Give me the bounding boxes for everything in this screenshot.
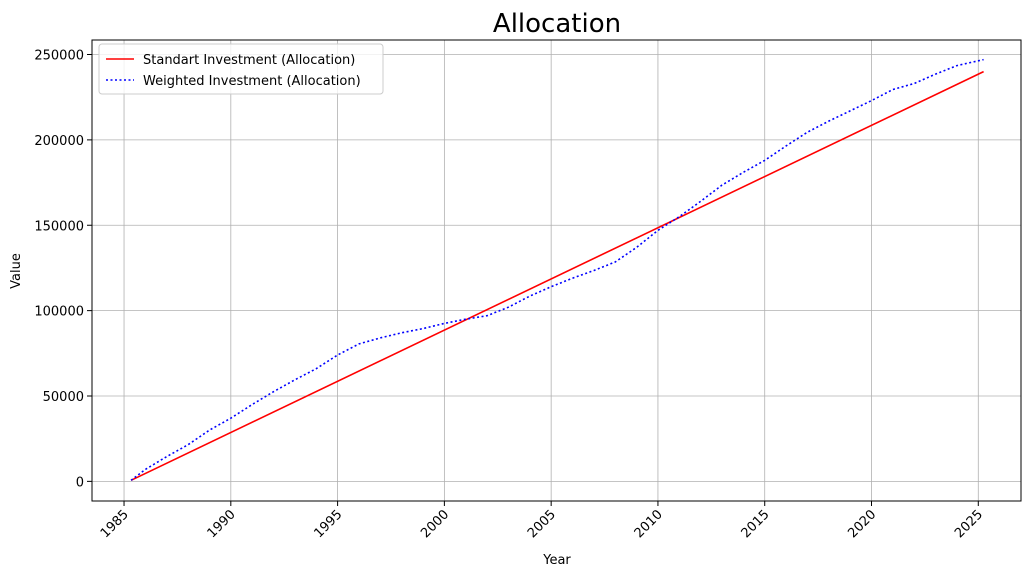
x-tick-label: 2000 <box>418 507 452 541</box>
y-tick-label: 50000 <box>43 390 84 405</box>
x-tick-label: 2015 <box>739 507 773 541</box>
x-tick-label: 1985 <box>98 507 132 541</box>
plot-area <box>130 58 984 482</box>
plot-frame <box>91 39 1022 502</box>
x-axis: 1985 1990 1995 2000 2005 2010 2015 2020 2025 <box>98 501 986 541</box>
chart-title: Allocation <box>493 9 621 39</box>
legend-box <box>98 43 384 95</box>
legend-label-weighted: Weighted Investment (Allocation) <box>143 74 361 89</box>
y-axis: 0 50000 100000 150000 200000 250000 <box>34 49 92 490</box>
x-tick-label: 2005 <box>525 507 559 541</box>
series-line-standart <box>130 70 984 482</box>
x-tick-label: 1990 <box>205 507 239 541</box>
legend-label-standart: Standart Investment (Allocation) <box>143 53 355 68</box>
grid-lines <box>92 40 1021 501</box>
y-tick-label: 200000 <box>34 134 84 149</box>
y-tick-label: 250000 <box>34 49 84 64</box>
legend: Standart Investment (Allocation) Weighte… <box>98 43 384 95</box>
x-tick-label: 2025 <box>952 507 986 541</box>
x-tick-label: 2020 <box>845 507 879 541</box>
y-tick-label: 100000 <box>34 305 84 320</box>
x-tick-label: 1995 <box>311 507 345 541</box>
x-tick-label: 2010 <box>632 507 666 541</box>
x-axis-label: Year <box>542 553 571 568</box>
y-tick-label: 150000 <box>34 219 84 234</box>
series-line-weighted <box>130 58 984 481</box>
y-axis-label: Value <box>9 253 24 289</box>
y-tick-label: 0 <box>76 475 84 490</box>
